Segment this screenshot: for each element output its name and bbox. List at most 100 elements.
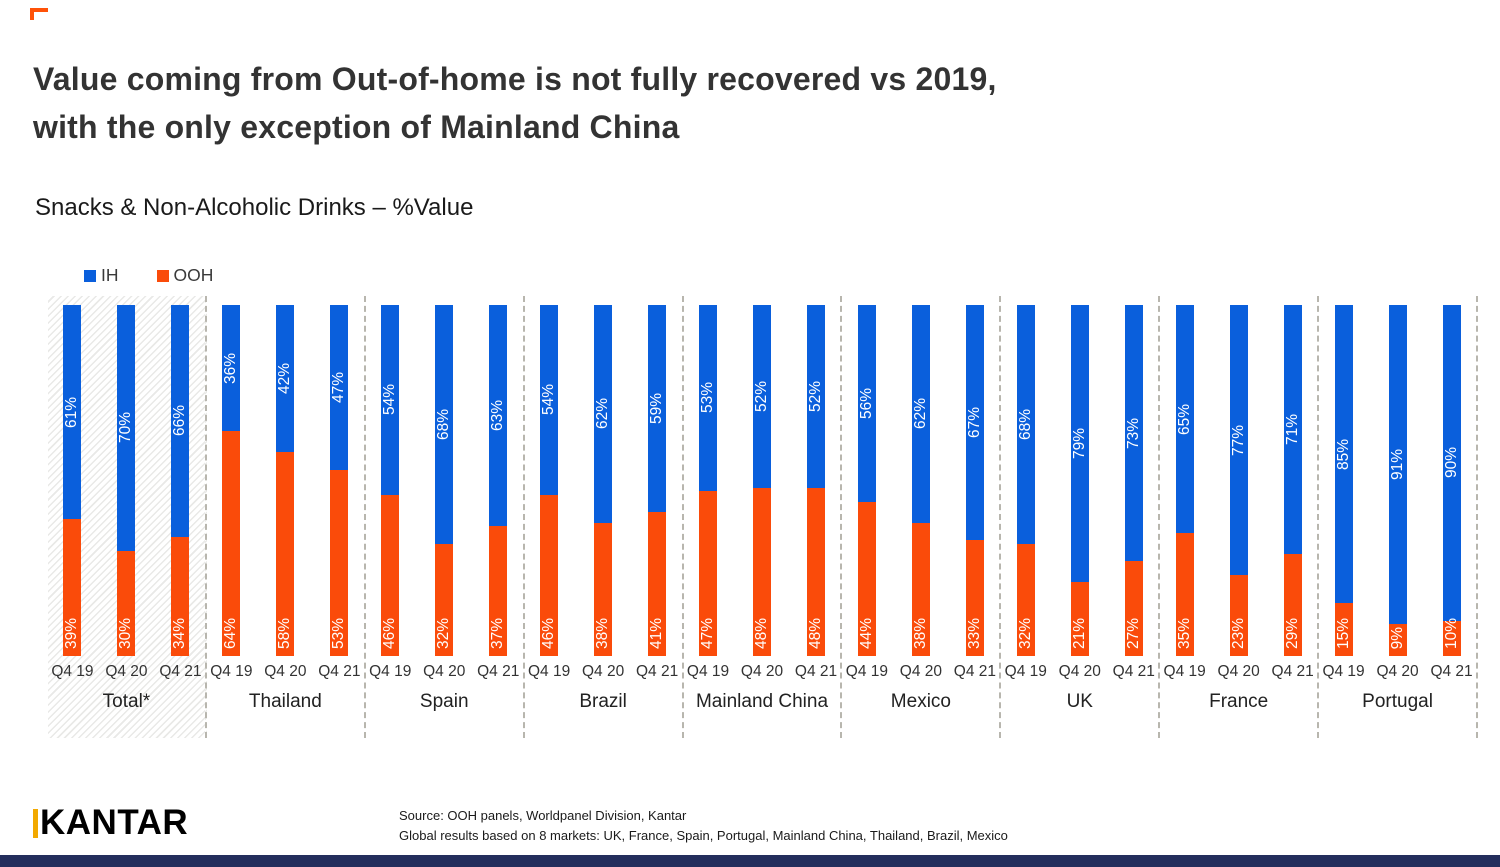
ih-value-label: 90% bbox=[1442, 447, 1460, 479]
ih-value-label: 54% bbox=[540, 384, 558, 416]
bar-column-q4-19: 65% 35% Q4 19 bbox=[1164, 305, 1206, 680]
group-label: Portugal bbox=[1362, 691, 1433, 712]
chart-group-total: 61% 39% Q4 19 70% 30% Q4 20 66% 34% Q4 21 Total* bbox=[48, 296, 207, 738]
bar-column-q4-21: 66% 34% Q4 21 bbox=[159, 305, 202, 680]
ih-segment: 36% bbox=[222, 305, 241, 432]
bar-column-q4-19: 53% 47% Q4 19 bbox=[687, 305, 729, 680]
ooh-value-label: 39% bbox=[63, 617, 81, 649]
x-tick-label: Q4 20 bbox=[105, 663, 148, 680]
ooh-segment: 47% bbox=[699, 491, 717, 656]
ih-segment: 59% bbox=[648, 305, 667, 513]
stacked-bar: 59% 41% bbox=[648, 305, 667, 656]
ih-segment: 68% bbox=[435, 305, 454, 544]
ih-value-label: 42% bbox=[276, 363, 294, 395]
kantar-logo-text: KANTAR bbox=[40, 803, 189, 842]
ooh-segment: 15% bbox=[1334, 603, 1353, 656]
legend-item-ooh: OOH bbox=[156, 265, 213, 286]
ooh-segment: 32% bbox=[1016, 543, 1035, 656]
page-title-line2: with the only exception of Mainland Chin… bbox=[33, 109, 680, 145]
ih-value-label: 91% bbox=[1388, 449, 1406, 481]
ooh-value-label: 23% bbox=[1229, 617, 1247, 649]
x-tick-label: Q4 21 bbox=[318, 663, 361, 680]
bar-column-q4-19: 56% 44% Q4 19 bbox=[846, 305, 888, 680]
ooh-value-label: 15% bbox=[1334, 617, 1352, 649]
ooh-value-label: 44% bbox=[857, 617, 875, 649]
ooh-segment: 48% bbox=[807, 487, 825, 656]
ooh-value-label: 32% bbox=[1016, 617, 1034, 649]
ih-segment: 52% bbox=[753, 305, 771, 488]
x-tick-label: Q4 21 bbox=[1430, 663, 1473, 680]
ooh-segment: 23% bbox=[1229, 575, 1248, 656]
ooh-segment: 35% bbox=[1175, 533, 1194, 656]
x-tick-label: Q4 21 bbox=[477, 663, 520, 680]
stacked-bar: 52% 48% bbox=[807, 305, 825, 656]
ih-value-label: 56% bbox=[857, 387, 875, 419]
ooh-segment: 27% bbox=[1124, 561, 1143, 656]
ih-value-label: 36% bbox=[222, 352, 240, 384]
stacked-bar: 62% 38% bbox=[911, 305, 930, 656]
stacked-bar: 63% 37% bbox=[489, 305, 508, 656]
ih-segment: 79% bbox=[1070, 305, 1089, 583]
bar-column-q4-20: 62% 38% Q4 20 bbox=[900, 305, 942, 680]
chart-group-portugal: 85% 15% Q4 19 91% 9% Q4 20 90% 10% Q4 21 Portugal bbox=[1319, 296, 1479, 738]
ih-segment: 71% bbox=[1283, 305, 1302, 555]
bar-column-q4-21: 59% 41% Q4 21 bbox=[636, 305, 678, 680]
stacked-bar: 54% 46% bbox=[381, 305, 400, 656]
x-tick-label: Q4 20 bbox=[1058, 663, 1101, 680]
x-tick-label: Q4 19 bbox=[845, 663, 889, 680]
bar-column-q4-20: 68% 32% Q4 20 bbox=[423, 305, 465, 680]
ooh-value-label: 10% bbox=[1442, 617, 1460, 649]
x-tick-label: Q4 20 bbox=[264, 663, 307, 680]
bar-row: 85% 15% Q4 19 91% 9% Q4 20 90% 10% Q4 21 bbox=[1319, 305, 1476, 680]
chart-group-uk: 68% 32% Q4 19 79% 21% Q4 20 73% 27% Q4 21 UK bbox=[1001, 296, 1161, 738]
stacked-bar: 53% 47% bbox=[699, 305, 717, 656]
ooh-segment: 30% bbox=[117, 550, 136, 656]
chart-group-spain: 54% 46% Q4 19 68% 32% Q4 20 63% 37% Q4 21 Spain bbox=[366, 296, 525, 738]
ih-segment: 77% bbox=[1229, 305, 1248, 576]
ih-value-label: 73% bbox=[1124, 417, 1142, 449]
bar-column-q4-21: 47% 53% Q4 21 bbox=[318, 305, 360, 680]
ooh-segment: 41% bbox=[648, 512, 667, 656]
ooh-segment: 29% bbox=[1283, 554, 1302, 656]
ooh-value-label: 30% bbox=[117, 617, 135, 649]
chart-group-brazil: 54% 46% Q4 19 62% 38% Q4 20 59% 41% Q4 21 Brazil bbox=[525, 296, 684, 738]
x-tick-label: Q4 20 bbox=[1217, 663, 1260, 680]
bottom-bar bbox=[0, 855, 1500, 867]
stacked-bar: 70% 30% bbox=[117, 305, 136, 656]
legend-label-ih: IH bbox=[101, 265, 119, 285]
stacked-bar: 73% 27% bbox=[1124, 305, 1143, 656]
group-label: Total* bbox=[102, 691, 151, 712]
bar-column-q4-20: 70% 30% Q4 20 bbox=[105, 305, 148, 680]
ih-value-label: 68% bbox=[1016, 408, 1034, 440]
ooh-value-label: 46% bbox=[540, 617, 558, 649]
ooh-segment: 46% bbox=[540, 494, 559, 656]
x-tick-label: Q4 20 bbox=[899, 663, 943, 680]
ooh-value-label: 46% bbox=[381, 617, 399, 649]
ih-segment: 54% bbox=[540, 305, 559, 495]
ooh-value-label: 27% bbox=[1124, 617, 1142, 649]
x-tick-label: Q4 21 bbox=[794, 663, 838, 680]
stacked-bar: 54% 46% bbox=[540, 305, 559, 656]
ooh-segment: 46% bbox=[381, 494, 400, 656]
ih-value-label: 68% bbox=[435, 408, 453, 440]
ih-value-label: 47% bbox=[330, 371, 348, 403]
stacked-bar: 36% 64% bbox=[222, 305, 241, 656]
stacked-bar: 90% 10% bbox=[1442, 305, 1461, 656]
stacked-bar: 66% 34% bbox=[171, 305, 190, 656]
ih-value-label: 79% bbox=[1070, 428, 1088, 460]
stacked-bar: 65% 35% bbox=[1175, 305, 1194, 656]
bar-column-q4-21: 52% 48% Q4 21 bbox=[795, 305, 837, 680]
bar-row: 56% 44% Q4 19 62% 38% Q4 20 67% 33% Q4 21 bbox=[842, 305, 999, 680]
ooh-segment: 33% bbox=[965, 540, 984, 656]
bar-column-q4-19: 68% 32% Q4 19 bbox=[1005, 305, 1047, 680]
ih-segment: 85% bbox=[1334, 305, 1353, 604]
group-label: Brazil bbox=[579, 691, 627, 712]
ooh-segment: 38% bbox=[594, 522, 613, 656]
bar-column-q4-21: 63% 37% Q4 21 bbox=[477, 305, 519, 680]
source-note: Source: OOH panels, Worldpanel Division,… bbox=[399, 806, 1008, 846]
group-label: France bbox=[1209, 691, 1269, 712]
bar-column-q4-19: 36% 64% Q4 19 bbox=[210, 305, 252, 680]
ih-segment: 61% bbox=[63, 305, 82, 520]
ih-value-label: 59% bbox=[648, 393, 666, 425]
bar-column-q4-20: 42% 58% Q4 20 bbox=[264, 305, 306, 680]
